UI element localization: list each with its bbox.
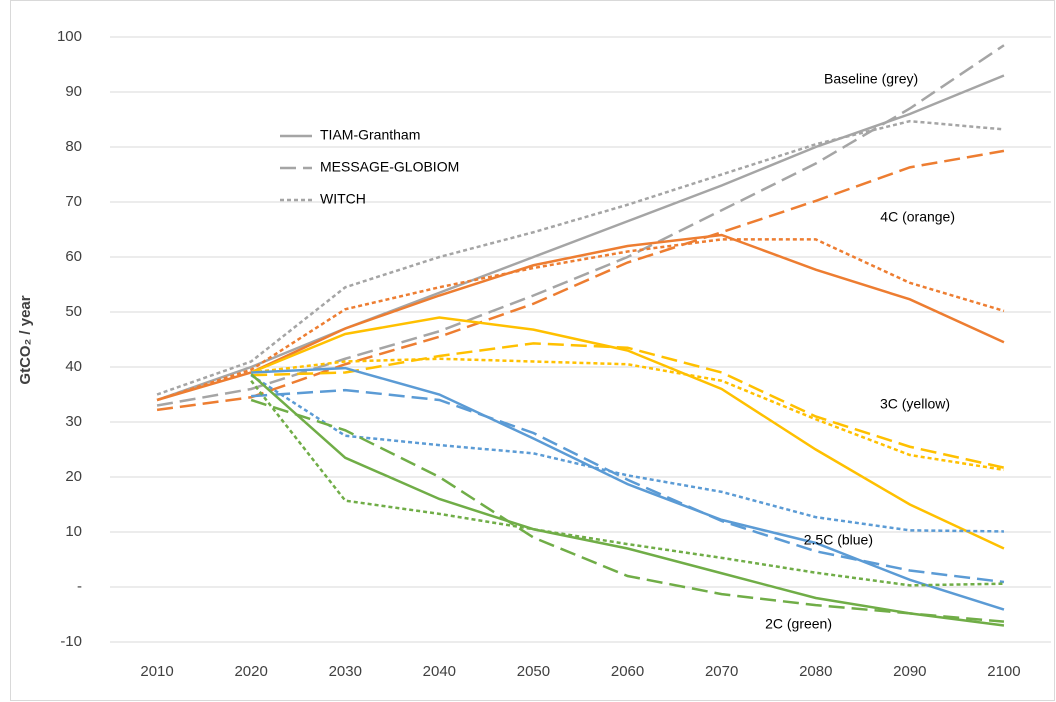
x-tick-label: 2010 <box>140 663 173 680</box>
annotation: 3C (yellow) <box>880 396 950 412</box>
series-line <box>250 374 1004 533</box>
x-tick-label: 2090 <box>893 663 926 680</box>
annotation: 4C (orange) <box>880 209 955 225</box>
legend-label: MESSAGE-GLOBIOM <box>320 159 459 175</box>
y-tick-label: 30 <box>65 413 82 430</box>
series-line <box>156 149 1005 412</box>
y-tick-label: 90 <box>65 83 82 100</box>
x-tick-label: 2030 <box>329 663 362 680</box>
y-tick-label: 40 <box>65 358 82 375</box>
x-tick-label: 2100 <box>987 663 1020 680</box>
y-tick-label: 10 <box>65 523 82 540</box>
x-tick-label: 2020 <box>234 663 267 680</box>
x-tick-label: 2040 <box>423 663 456 680</box>
y-tick-label: 80 <box>65 138 82 155</box>
series-line <box>156 233 1005 402</box>
y-tick-label: 20 <box>65 468 82 485</box>
y-tick-label: -10 <box>60 633 82 650</box>
y-tick-label: 100 <box>57 28 82 45</box>
legend-label: WITCH <box>320 191 366 207</box>
annotation: Baseline (grey) <box>824 71 918 87</box>
x-tick-label: 2050 <box>517 663 550 680</box>
series-line <box>251 357 1005 472</box>
x-tick-label: 2060 <box>611 663 644 680</box>
y-tick-label: 50 <box>65 303 82 320</box>
series-line <box>156 238 1005 402</box>
y-tick-label: 60 <box>65 248 82 265</box>
series-line <box>251 366 1005 611</box>
y-tick-label: - <box>77 578 82 595</box>
x-tick-label: 2070 <box>705 663 738 680</box>
legend-label: TIAM-Grantham <box>320 127 420 143</box>
series-line <box>250 379 1004 587</box>
series-line <box>250 373 1005 627</box>
y-tick-label: 70 <box>65 193 82 210</box>
series-line <box>251 342 1005 469</box>
annotation: 2C (green) <box>765 616 832 632</box>
series-line <box>251 388 1005 584</box>
chart-frame <box>10 0 1055 701</box>
series-line <box>250 316 1005 550</box>
series-line <box>156 119 1005 396</box>
x-tick-label: 2080 <box>799 663 832 680</box>
series-line <box>250 398 1005 623</box>
annotation: 2.5C (blue) <box>804 532 873 548</box>
y-axis-label: GtCO₂ / year <box>17 295 34 384</box>
series-line <box>156 74 1005 402</box>
